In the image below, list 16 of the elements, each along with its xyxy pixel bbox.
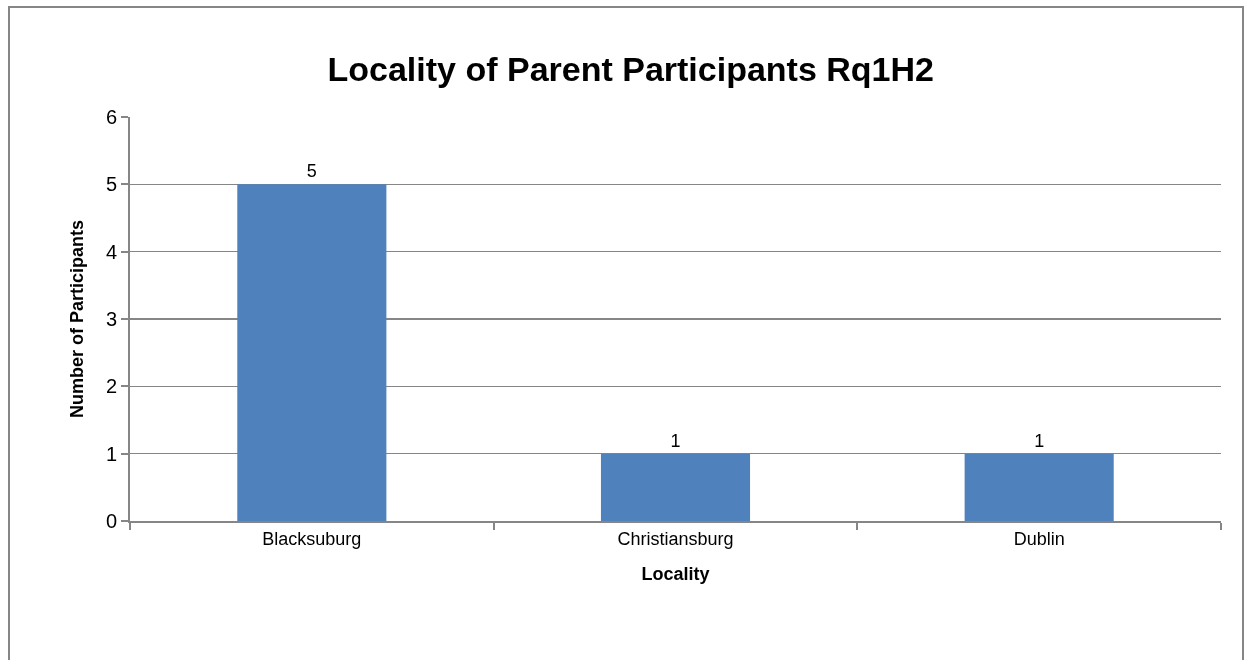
y-tick-label: 6 xyxy=(105,106,117,128)
y-tick-label: 3 xyxy=(105,308,117,330)
data-label: 5 xyxy=(306,161,317,182)
x-tick-label: Dublin xyxy=(1013,528,1065,549)
chart-title: Locality of Parent Participants Rq1H2 xyxy=(327,50,935,89)
y-axis-title: Number of Participants xyxy=(66,219,87,419)
data-label: 1 xyxy=(670,430,681,451)
x-tick-label: Christiansburg xyxy=(617,528,734,549)
y-tick-label: 2 xyxy=(105,375,117,398)
y-tick-label: 5 xyxy=(105,173,117,196)
x-axis-title: Locality xyxy=(641,564,710,585)
x-tick-label: Blacksuburg xyxy=(262,528,362,549)
y-tick-label: 4 xyxy=(105,240,117,263)
data-label: 1 xyxy=(1034,430,1045,451)
y-tick-label: 0 xyxy=(105,510,117,532)
y-tick-label: 1 xyxy=(105,442,117,465)
